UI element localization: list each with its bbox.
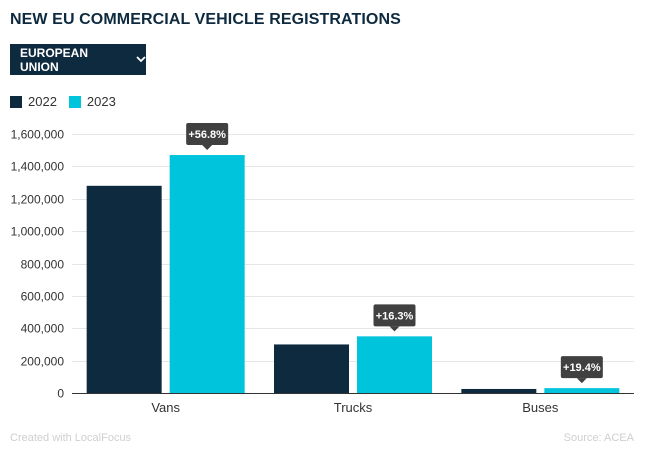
bar-2022-vans <box>86 185 162 393</box>
legend-swatch-2022 <box>10 95 22 108</box>
x-tick-label: Vans <box>151 400 180 415</box>
x-tick-label: Trucks <box>334 400 373 415</box>
y-tick-label: 0 <box>57 387 64 401</box>
change-tooltip-box <box>373 304 416 327</box>
legend-item-2023[interactable]: 2023 <box>68 94 116 109</box>
legend-label-2023: 2023 <box>86 94 116 109</box>
chart-title: NEW EU COMMERCIAL VEHICLE REGISTRATIONS <box>10 11 401 28</box>
y-tick-label: 1,200,000 <box>11 193 65 207</box>
change-annotation-label: +56.8% <box>188 129 226 141</box>
change-annotation-label: +19.4% <box>563 362 601 374</box>
legend: 2022 2023 <box>10 94 128 109</box>
footer-source: Source: ACEA <box>563 432 634 444</box>
change-tooltip-pointer <box>202 145 213 151</box>
chevron-down-icon <box>136 56 146 63</box>
legend-swatch-2023 <box>68 95 81 108</box>
change-tooltip-box <box>186 123 229 146</box>
legend-label-2022: 2022 <box>28 94 57 109</box>
y-tick-label: 1,000,000 <box>11 225 65 239</box>
footer-credit: Created with LocalFocus <box>10 432 132 444</box>
bar-2023-vans <box>169 155 245 393</box>
bar-2023-trucks <box>357 336 432 393</box>
y-tick-label: 800,000 <box>21 258 65 272</box>
bar-2022-trucks <box>274 344 349 393</box>
y-tick-label: 400,000 <box>21 322 65 336</box>
legend-item-2022[interactable]: 2022 <box>10 94 57 109</box>
change-tooltip-pointer <box>576 378 587 384</box>
change-tooltip-pointer <box>389 326 400 332</box>
region-dropdown-label: EUROPEAN UNION <box>20 45 89 74</box>
bar-2022-buses <box>461 388 537 393</box>
change-annotation-label: +16.3% <box>376 310 414 322</box>
x-tick-label: Buses <box>522 400 559 415</box>
y-tick-label: 1,600,000 <box>11 128 65 142</box>
y-tick-label: 1,400,000 <box>11 160 65 174</box>
y-tick-label: 600,000 <box>21 290 65 304</box>
y-tick-label: 200,000 <box>21 355 65 369</box>
change-tooltip-box <box>560 356 603 379</box>
bar-2023-buses <box>544 388 620 393</box>
region-dropdown-button[interactable]: EUROPEAN UNION <box>10 44 146 75</box>
